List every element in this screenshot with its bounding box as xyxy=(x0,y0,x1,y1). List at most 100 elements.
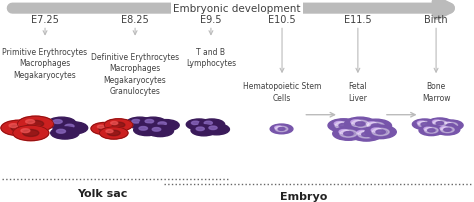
Circle shape xyxy=(351,128,382,141)
Circle shape xyxy=(127,118,153,129)
Text: Fetal
Liver: Fetal Liver xyxy=(348,82,367,102)
Text: E9.5: E9.5 xyxy=(200,15,222,25)
Circle shape xyxy=(360,120,392,133)
Circle shape xyxy=(1,121,37,136)
Circle shape xyxy=(339,124,348,128)
Circle shape xyxy=(26,120,35,124)
Circle shape xyxy=(51,127,79,139)
Circle shape xyxy=(328,119,359,133)
Circle shape xyxy=(11,125,27,132)
Circle shape xyxy=(106,130,113,133)
Circle shape xyxy=(99,126,111,132)
Circle shape xyxy=(376,130,385,134)
Circle shape xyxy=(104,119,133,131)
Circle shape xyxy=(18,117,54,132)
Circle shape xyxy=(352,121,369,128)
Text: Definitive Erythrocytes
Macrophages
Megakaryocytes
Granulocytes: Definitive Erythrocytes Macrophages Mega… xyxy=(91,53,179,96)
Circle shape xyxy=(153,120,179,131)
Circle shape xyxy=(357,131,367,135)
Circle shape xyxy=(372,129,389,136)
Circle shape xyxy=(345,118,376,131)
Circle shape xyxy=(339,130,349,134)
Circle shape xyxy=(140,118,166,129)
Circle shape xyxy=(145,120,154,123)
Circle shape xyxy=(196,127,204,131)
Circle shape xyxy=(91,123,119,135)
Circle shape xyxy=(366,122,376,126)
Circle shape xyxy=(98,125,104,128)
Circle shape xyxy=(56,130,65,134)
Circle shape xyxy=(424,127,432,131)
Circle shape xyxy=(367,123,384,130)
Circle shape xyxy=(418,122,431,127)
Text: Embryo: Embryo xyxy=(280,191,327,201)
Circle shape xyxy=(428,118,452,129)
Circle shape xyxy=(421,123,428,126)
Circle shape xyxy=(444,123,457,128)
Circle shape xyxy=(440,127,448,130)
Circle shape xyxy=(334,122,344,126)
Circle shape xyxy=(100,127,128,139)
Circle shape xyxy=(443,122,451,126)
Circle shape xyxy=(110,122,118,125)
Text: E11.5: E11.5 xyxy=(344,15,372,25)
Circle shape xyxy=(59,122,88,134)
Circle shape xyxy=(340,130,357,138)
Text: E10.5: E10.5 xyxy=(268,15,296,25)
Circle shape xyxy=(335,122,352,129)
Circle shape xyxy=(134,125,160,136)
Circle shape xyxy=(333,127,364,141)
Text: Bone
Marrow: Bone Marrow xyxy=(422,82,450,102)
Circle shape xyxy=(428,129,435,132)
Text: Primitive Erythrocytes
Macrophages
Megakaryocytes: Primitive Erythrocytes Macrophages Megak… xyxy=(2,47,88,79)
Circle shape xyxy=(147,126,173,137)
Circle shape xyxy=(412,119,437,130)
Circle shape xyxy=(441,127,454,133)
Circle shape xyxy=(209,126,217,130)
Circle shape xyxy=(9,124,18,128)
Circle shape xyxy=(191,125,217,136)
Text: T and B
Lymphocytes: T and B Lymphocytes xyxy=(186,47,236,68)
Circle shape xyxy=(275,127,288,132)
Circle shape xyxy=(107,130,120,136)
Circle shape xyxy=(139,127,147,130)
Circle shape xyxy=(270,124,293,134)
Circle shape xyxy=(27,121,44,128)
Text: Yolk sac: Yolk sac xyxy=(77,188,127,198)
Circle shape xyxy=(433,121,447,126)
Circle shape xyxy=(199,119,225,130)
Circle shape xyxy=(356,122,365,126)
Circle shape xyxy=(191,122,200,125)
Circle shape xyxy=(351,120,361,124)
Circle shape xyxy=(438,120,463,131)
Circle shape xyxy=(362,133,371,137)
Circle shape xyxy=(436,122,444,125)
Circle shape xyxy=(13,126,49,141)
Circle shape xyxy=(444,128,451,132)
Circle shape xyxy=(417,121,425,125)
Circle shape xyxy=(344,132,353,136)
Circle shape xyxy=(419,125,444,136)
Circle shape xyxy=(275,126,282,129)
Circle shape xyxy=(132,120,140,123)
Text: Embryonic development: Embryonic development xyxy=(173,4,301,14)
Circle shape xyxy=(112,122,125,128)
Circle shape xyxy=(435,125,460,135)
Circle shape xyxy=(371,128,381,133)
Text: E8.25: E8.25 xyxy=(121,15,149,25)
Circle shape xyxy=(371,124,381,128)
Circle shape xyxy=(204,122,212,125)
Circle shape xyxy=(186,119,212,130)
Circle shape xyxy=(21,129,30,133)
Text: E7.25: E7.25 xyxy=(31,15,59,25)
Circle shape xyxy=(365,126,396,139)
Circle shape xyxy=(158,122,166,126)
Circle shape xyxy=(425,128,438,134)
Text: Hematopoietic Stem
Cells: Hematopoietic Stem Cells xyxy=(243,82,321,102)
Circle shape xyxy=(23,130,39,137)
Circle shape xyxy=(358,131,375,138)
Circle shape xyxy=(152,128,161,132)
Circle shape xyxy=(65,125,74,128)
Circle shape xyxy=(447,124,455,127)
Circle shape xyxy=(53,120,62,124)
